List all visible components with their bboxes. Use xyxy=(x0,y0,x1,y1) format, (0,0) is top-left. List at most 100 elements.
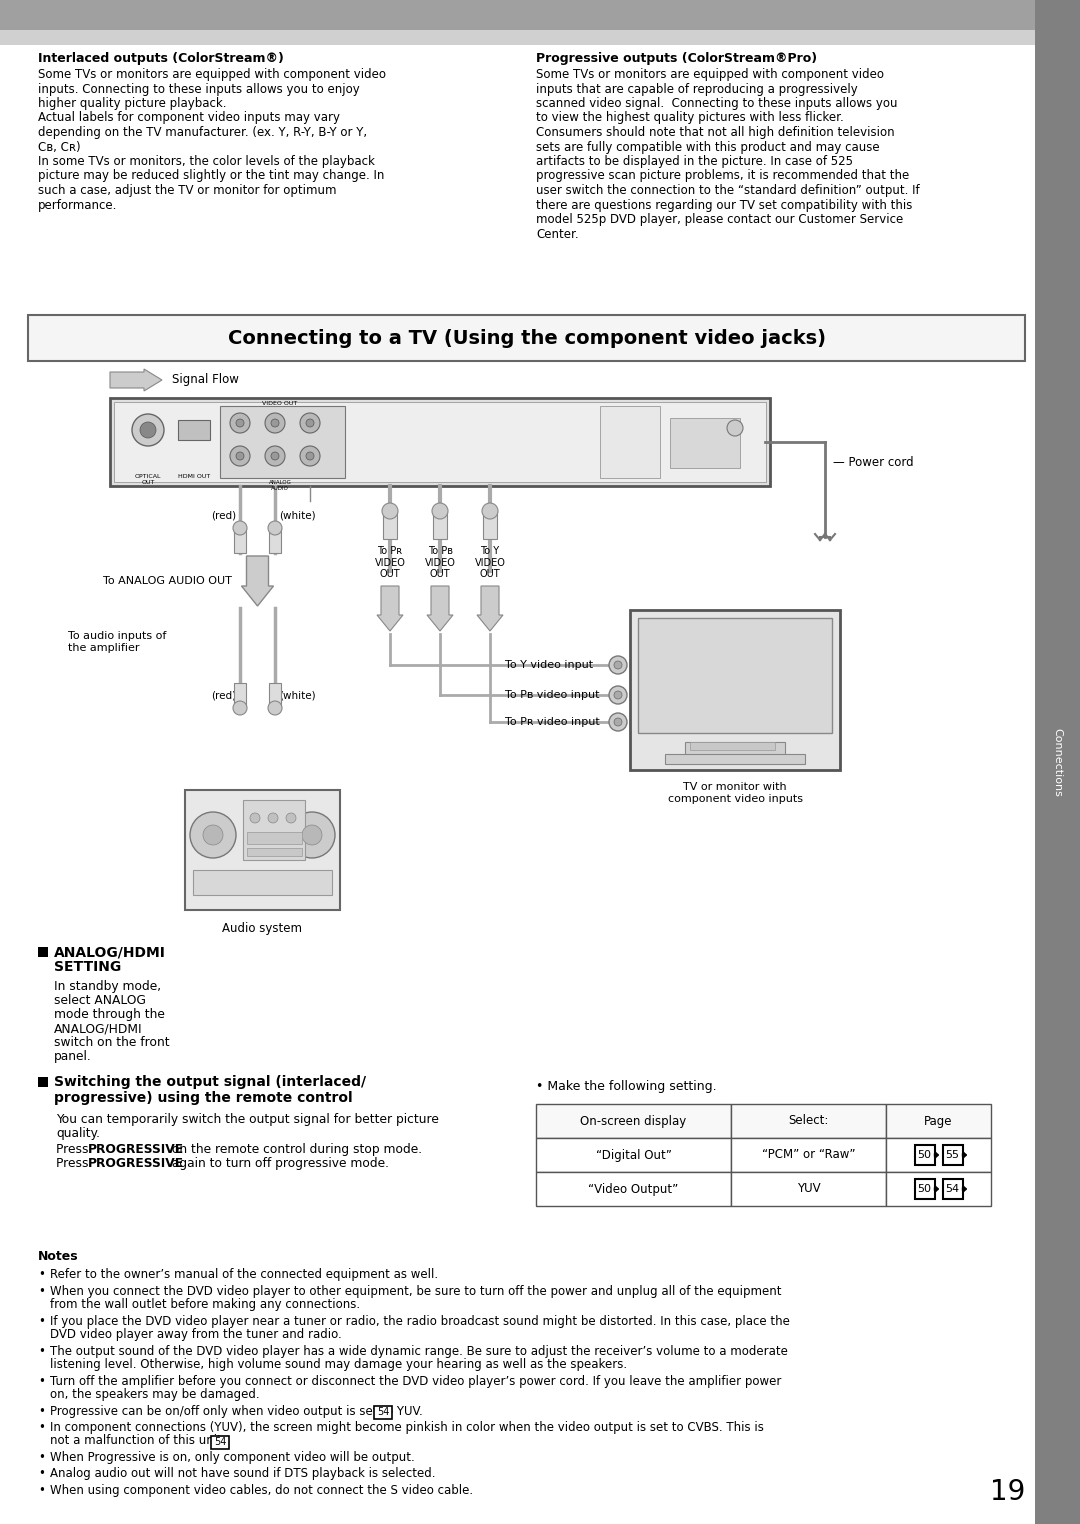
Text: listening level. Otherwise, high volume sound may damage your hearing as well as: listening level. Otherwise, high volume … xyxy=(50,1358,627,1372)
Bar xyxy=(234,527,246,553)
Bar xyxy=(685,742,785,756)
Text: there are questions regarding our TV set compatibility with this: there are questions regarding our TV set… xyxy=(536,198,913,212)
Text: Center.: Center. xyxy=(536,227,579,241)
Text: To Y
VIDEO
OUT: To Y VIDEO OUT xyxy=(474,546,505,579)
FancyArrow shape xyxy=(477,587,503,631)
Text: PROGRESSIVE: PROGRESSIVE xyxy=(87,1143,184,1157)
Circle shape xyxy=(300,413,320,433)
Text: model 525p DVD player, please contact our Customer Service: model 525p DVD player, please contact ou… xyxy=(536,213,903,226)
Text: scanned video signal.  Connecting to these inputs allows you: scanned video signal. Connecting to thes… xyxy=(536,98,897,110)
Text: to view the highest quality pictures with less flicker.: to view the highest quality pictures wit… xyxy=(536,111,843,125)
Text: When you connect the DVD video player to other equipment, be sure to turn off th: When you connect the DVD video player to… xyxy=(50,1285,782,1297)
Circle shape xyxy=(615,690,622,700)
Bar xyxy=(110,398,770,486)
Text: •: • xyxy=(38,1315,45,1327)
Text: •: • xyxy=(38,1468,45,1480)
Text: To Pʀ
VIDEO
OUT: To Pʀ VIDEO OUT xyxy=(375,546,405,579)
Text: Refer to the owner’s manual of the connected equipment as well.: Refer to the owner’s manual of the conne… xyxy=(50,1268,438,1282)
Circle shape xyxy=(609,655,627,674)
Bar xyxy=(38,1077,48,1087)
Text: To Pʀ video input: To Pʀ video input xyxy=(505,716,599,727)
Text: user switch the connection to the “standard definition” output. If: user switch the connection to the “stand… xyxy=(536,184,920,197)
FancyArrow shape xyxy=(962,1187,967,1192)
Text: •: • xyxy=(38,1375,45,1387)
Bar xyxy=(943,1180,962,1199)
Text: again to turn off progressive mode.: again to turn off progressive mode. xyxy=(168,1157,389,1170)
Circle shape xyxy=(432,503,448,520)
Bar xyxy=(433,511,447,539)
Bar xyxy=(600,405,660,479)
Text: 50: 50 xyxy=(918,1151,931,1160)
Text: If you place the DVD video player near a tuner or radio, the radio broadcast sou: If you place the DVD video player near a… xyxy=(50,1315,789,1327)
Text: Press: Press xyxy=(56,1143,93,1157)
FancyArrow shape xyxy=(242,556,273,607)
Text: from the wall outlet before making any connections.: from the wall outlet before making any c… xyxy=(50,1298,360,1311)
Bar xyxy=(0,30,1080,46)
FancyArrow shape xyxy=(934,1152,939,1158)
Bar xyxy=(220,405,345,479)
Circle shape xyxy=(233,701,247,715)
Bar xyxy=(247,832,302,844)
Text: To Y video input: To Y video input xyxy=(505,660,593,671)
Text: progressive) using the remote control: progressive) using the remote control xyxy=(54,1091,353,1105)
FancyArrow shape xyxy=(962,1152,967,1158)
Bar xyxy=(886,1103,991,1138)
Text: mode through the: mode through the xyxy=(54,1007,165,1021)
Text: 55: 55 xyxy=(945,1151,959,1160)
Text: To Pʙ video input: To Pʙ video input xyxy=(505,690,599,700)
Text: The output sound of the DVD video player has a wide dynamic range. Be sure to ad: The output sound of the DVD video player… xyxy=(50,1344,788,1358)
Bar xyxy=(483,511,497,539)
Circle shape xyxy=(727,421,743,436)
Text: •: • xyxy=(38,1451,45,1465)
Bar xyxy=(731,1172,886,1205)
Text: Select:: Select: xyxy=(788,1114,828,1128)
Circle shape xyxy=(230,413,249,433)
Bar xyxy=(690,742,775,750)
Bar xyxy=(193,870,332,895)
Bar xyxy=(211,1436,229,1448)
Bar xyxy=(0,0,1080,30)
Circle shape xyxy=(289,812,335,858)
Circle shape xyxy=(271,453,279,460)
Circle shape xyxy=(306,419,314,427)
Text: progressive scan picture problems, it is recommended that the: progressive scan picture problems, it is… xyxy=(536,169,909,183)
Bar xyxy=(731,1138,886,1172)
Circle shape xyxy=(271,419,279,427)
Text: Page: Page xyxy=(924,1114,953,1128)
Text: Notes: Notes xyxy=(38,1250,79,1263)
Bar xyxy=(665,754,805,764)
Text: not a malfunction of this unit.: not a malfunction of this unit. xyxy=(50,1434,226,1448)
Bar xyxy=(670,418,740,468)
Text: HDMI OUT: HDMI OUT xyxy=(178,474,211,479)
Text: Consumers should note that not all high definition television: Consumers should note that not all high … xyxy=(536,126,894,139)
Text: (red): (red) xyxy=(211,511,237,521)
Circle shape xyxy=(609,713,627,732)
Text: inputs that are capable of reproducing a progressively: inputs that are capable of reproducing a… xyxy=(536,82,858,96)
Bar xyxy=(185,789,340,910)
Bar xyxy=(536,1138,731,1172)
Text: On-screen display: On-screen display xyxy=(580,1114,687,1128)
Text: •: • xyxy=(38,1484,45,1497)
Text: Cʙ, Cʀ): Cʙ, Cʀ) xyxy=(38,140,81,154)
Text: ANALOG/HDMI: ANALOG/HDMI xyxy=(54,1023,143,1035)
Text: Progressive can be on/off only when video output is set to YUV.: Progressive can be on/off only when vide… xyxy=(50,1405,422,1417)
Text: on the remote control during stop mode.: on the remote control during stop mode. xyxy=(168,1143,422,1157)
Circle shape xyxy=(286,812,296,823)
Circle shape xyxy=(482,503,498,520)
Text: Connections: Connections xyxy=(1053,727,1063,797)
Text: •: • xyxy=(38,1420,45,1434)
Bar xyxy=(943,1145,962,1164)
Text: higher quality picture playback.: higher quality picture playback. xyxy=(38,98,227,110)
Text: such a case, adjust the TV or monitor for optimum: such a case, adjust the TV or monitor fo… xyxy=(38,184,337,197)
Text: •: • xyxy=(38,1268,45,1282)
Circle shape xyxy=(233,521,247,535)
Text: Interlaced outputs (ColorStream®): Interlaced outputs (ColorStream®) xyxy=(38,52,284,66)
Text: TV or monitor with
component video inputs: TV or monitor with component video input… xyxy=(667,782,802,803)
Text: “Video Output”: “Video Output” xyxy=(589,1183,678,1195)
Bar xyxy=(247,847,302,856)
Bar xyxy=(630,610,840,770)
Bar xyxy=(915,1180,934,1199)
Text: VIDEO OUT: VIDEO OUT xyxy=(262,401,298,405)
Text: panel.: panel. xyxy=(54,1050,92,1064)
Bar xyxy=(383,511,397,539)
